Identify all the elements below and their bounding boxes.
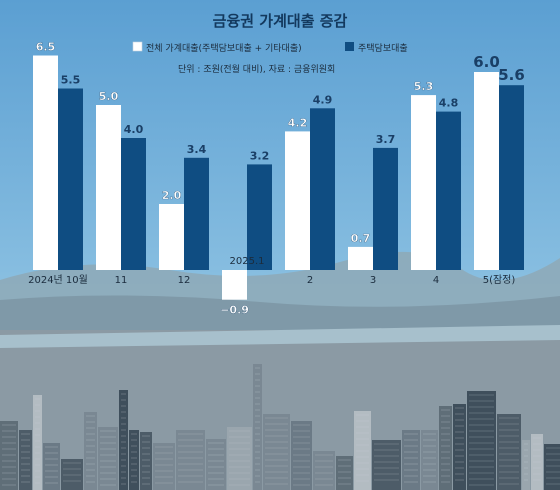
bar-mortgage	[184, 157, 209, 270]
bar-total	[33, 55, 58, 270]
category-label: 2	[307, 275, 313, 286]
legend: 전체 가계대출(주택담보대출 + 기타대출) 주택담보대출	[132, 41, 408, 54]
value-label: 4.8	[439, 97, 459, 110]
category-label: 12	[178, 275, 191, 286]
category-label: 2024년 10월	[28, 274, 88, 286]
value-label: 4.2	[288, 116, 308, 129]
category-label: 5(잠정)	[483, 274, 516, 286]
bar-total	[222, 270, 247, 300]
bar-total	[285, 131, 310, 270]
bar-mortgage	[121, 138, 146, 270]
value-label: 3.4	[187, 143, 207, 156]
bar-mortgage	[373, 147, 398, 270]
value-label: 5.0	[99, 90, 119, 103]
legend-label-total: 전체 가계대출(주택담보대출 + 기타대출)	[146, 42, 302, 54]
bar-mortgage	[58, 88, 83, 270]
value-labels: 6.5 5.5 5.0 4.0 2.0 3.4 −0.9 3.2 4.2 4.9 0.7 3.7 5.3…	[36, 40, 525, 317]
city-buildings	[0, 364, 560, 490]
bars-group	[33, 55, 524, 300]
category-label: 3	[370, 275, 376, 286]
value-label: 3.2	[250, 149, 270, 162]
value-label: 5.6	[498, 66, 525, 84]
value-label: 6.0	[473, 53, 500, 71]
bar-mortgage	[247, 164, 272, 270]
bar-mortgage	[499, 85, 524, 270]
bar-total	[96, 105, 121, 270]
unit-note: 단위 : 조원(전월 대비), 자료 : 금융위원회	[178, 63, 335, 75]
value-label: 4.9	[313, 93, 333, 106]
category-labels: 2024년 10월 11 12 2025.1 2 3 4 5(잠정)	[28, 256, 515, 286]
category-label: 11	[115, 275, 128, 286]
category-label: 2025.1	[230, 256, 265, 267]
bar-total	[474, 72, 499, 270]
value-label: 0.7	[351, 232, 371, 245]
value-label: −0.9	[220, 304, 249, 317]
legend-label-mortgage: 주택담보대출	[358, 42, 408, 54]
category-label: 4	[433, 275, 439, 286]
value-label: 5.3	[414, 80, 434, 93]
bar-total	[348, 246, 373, 270]
bar-total	[159, 204, 184, 270]
bar-mortgage	[436, 111, 461, 270]
value-label: 5.5	[61, 74, 81, 87]
value-label: 3.7	[376, 133, 396, 146]
bar-total	[411, 95, 436, 270]
value-label: 6.5	[36, 41, 56, 54]
legend-swatch-mortgage	[345, 42, 354, 51]
bar-mortgage	[310, 108, 335, 270]
value-label: 4.0	[124, 123, 144, 136]
value-label: 2.0	[162, 189, 182, 202]
chart-title: 금융권 가계대출 증감	[213, 12, 348, 30]
legend-swatch-total	[132, 41, 143, 52]
